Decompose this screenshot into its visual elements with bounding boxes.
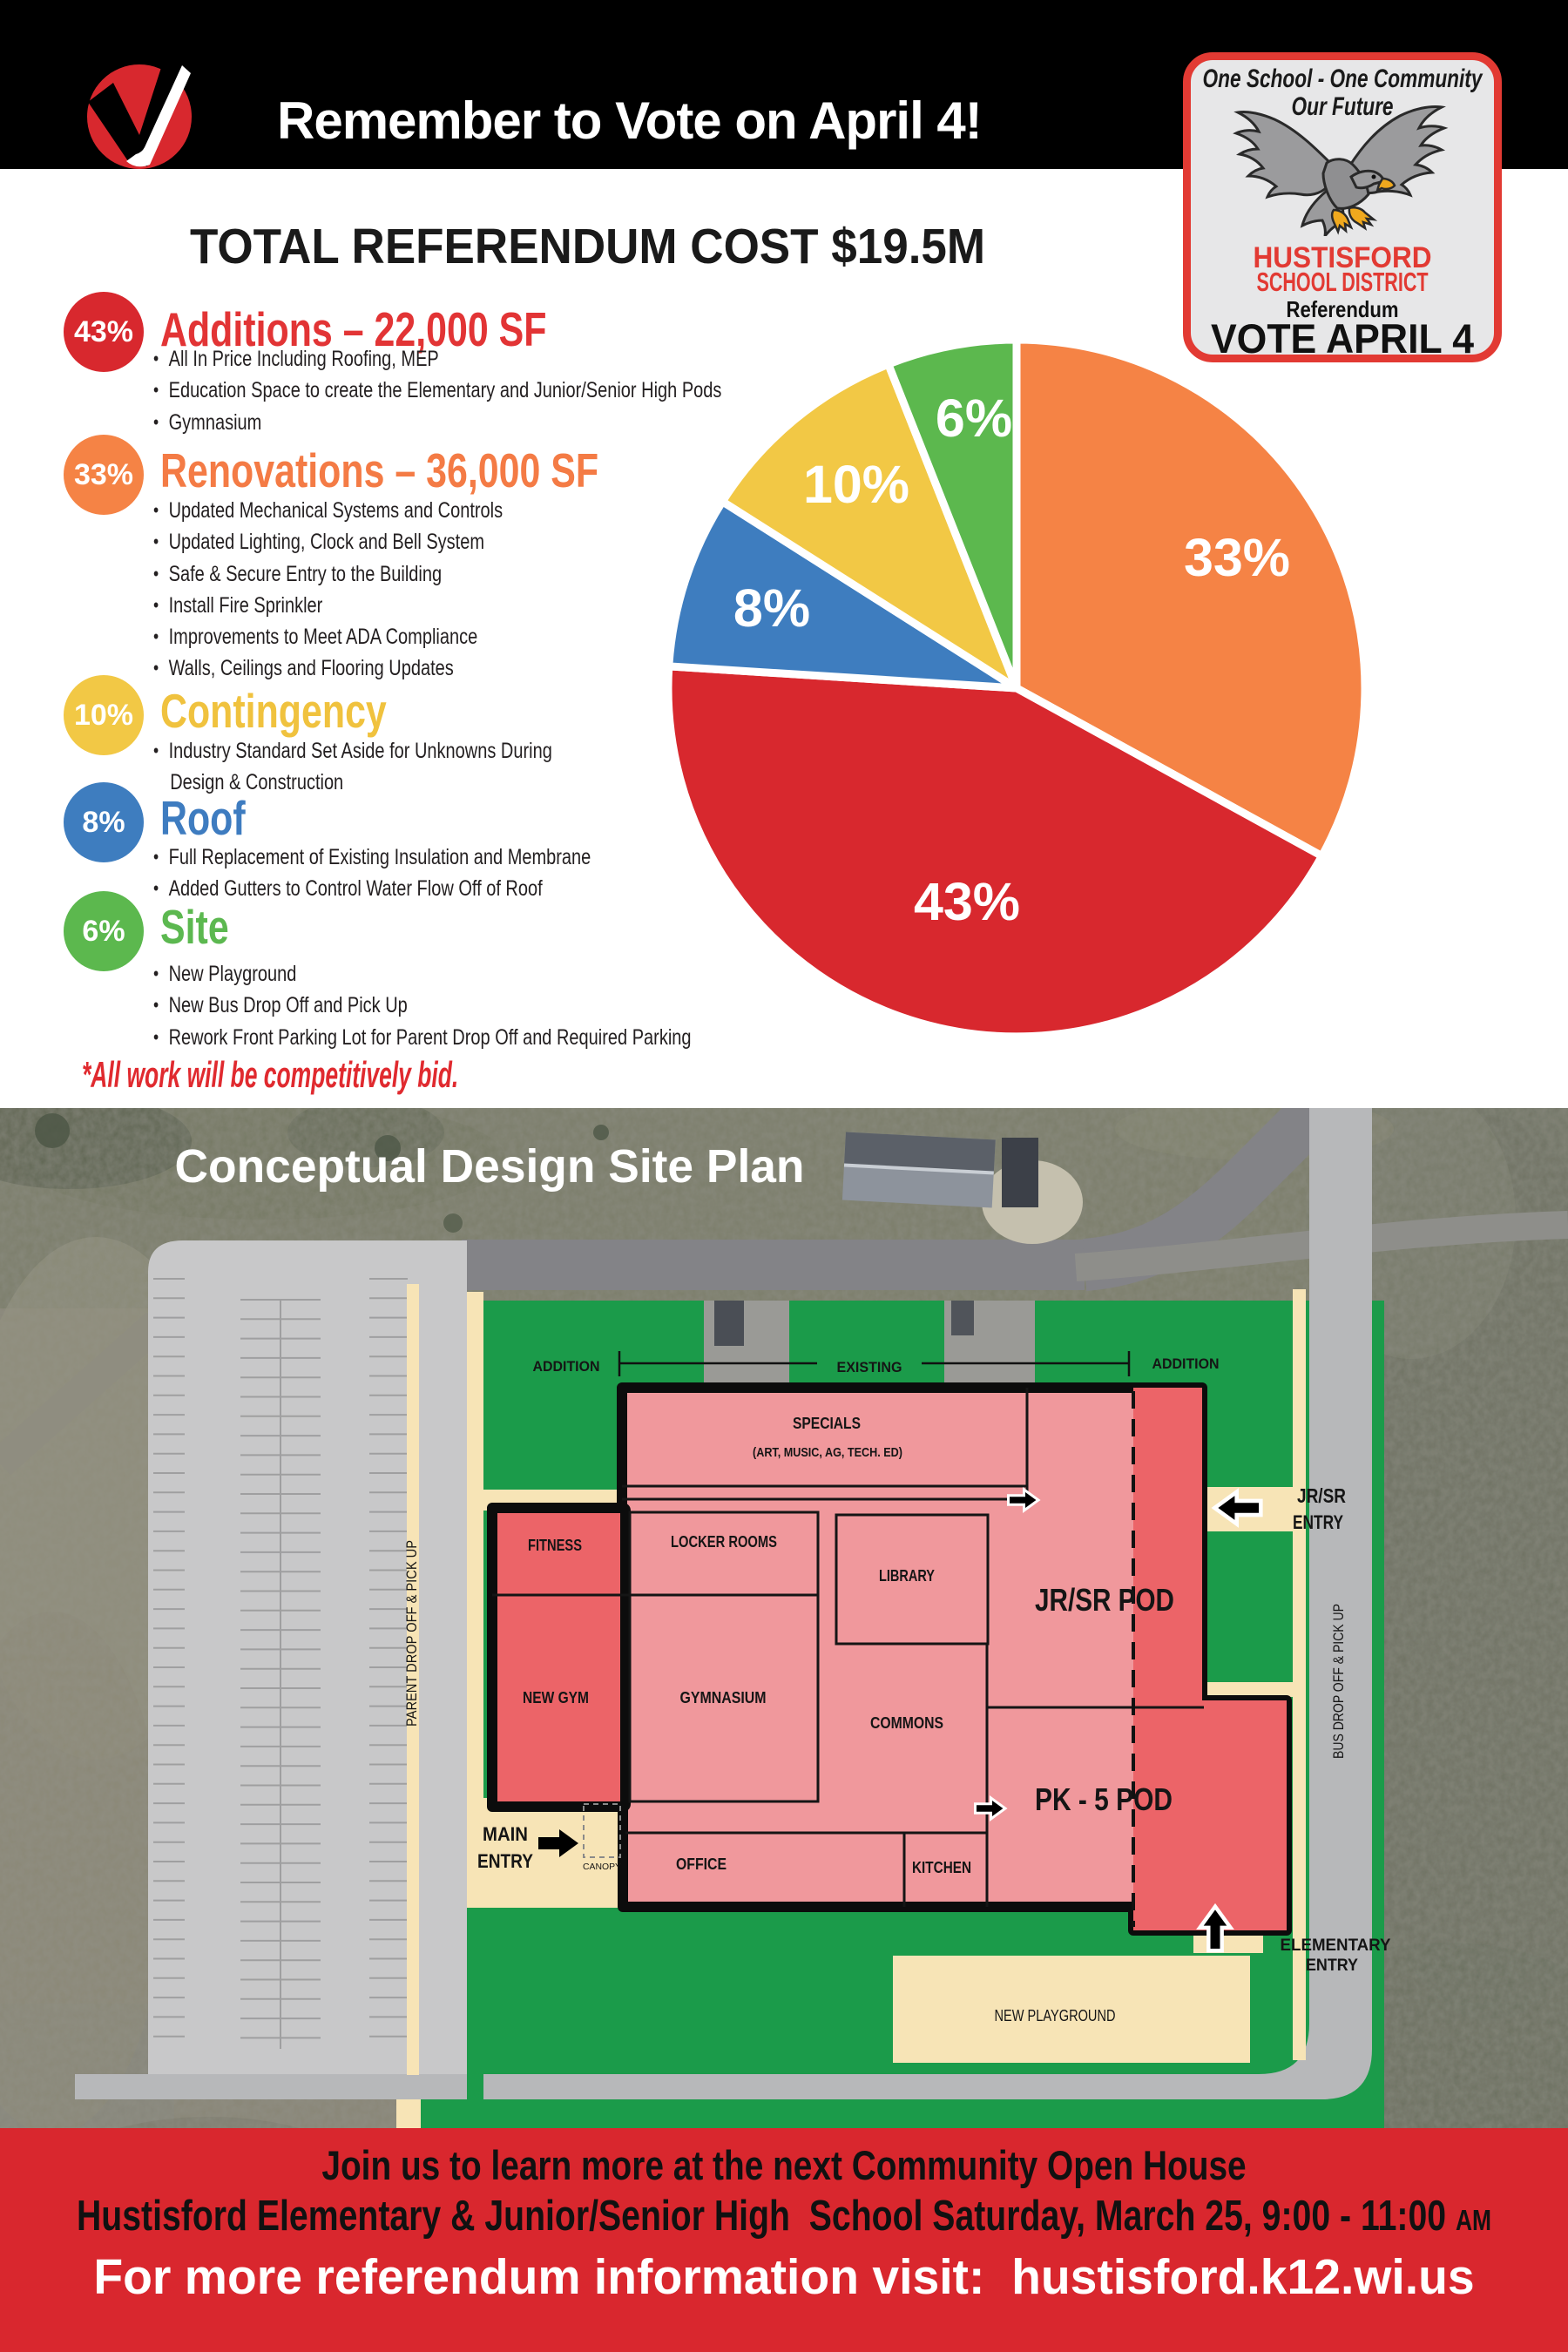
svg-text:ENTRY: ENTRY bbox=[1293, 1511, 1343, 1533]
svg-text:OFFICE: OFFICE bbox=[676, 1855, 727, 1873]
svg-text:LIBRARY: LIBRARY bbox=[879, 1567, 935, 1585]
svg-text:ENTRY: ENTRY bbox=[1306, 1957, 1358, 1975]
svg-text:ENTRY: ENTRY bbox=[477, 1850, 533, 1872]
svg-text:ADDITION: ADDITION bbox=[533, 1358, 600, 1375]
svg-text:8%: 8% bbox=[733, 578, 810, 638]
svg-text:PK - 5 POD: PK - 5 POD bbox=[1035, 1781, 1173, 1817]
svg-text:BUS DROP OFF & PICK UP: BUS DROP OFF & PICK UP bbox=[1330, 1604, 1347, 1759]
svg-text:COMMONS: COMMONS bbox=[870, 1714, 943, 1732]
svg-text:FITNESS: FITNESS bbox=[528, 1537, 582, 1554]
svg-text:ADDITION: ADDITION bbox=[1152, 1355, 1220, 1372]
svg-text:LOCKER ROOMS: LOCKER ROOMS bbox=[671, 1533, 777, 1551]
svg-text:ELEMENTARY: ELEMENTARY bbox=[1281, 1936, 1391, 1955]
svg-text:NEW GYM: NEW GYM bbox=[523, 1689, 589, 1707]
svg-text:33%: 33% bbox=[1184, 528, 1290, 587]
svg-text:CANOPY: CANOPY bbox=[583, 1862, 621, 1872]
svg-text:SPECIALS: SPECIALS bbox=[793, 1415, 861, 1432]
svg-text:NEW PLAYGROUND: NEW PLAYGROUND bbox=[995, 2007, 1116, 2024]
svg-text:JR/SR: JR/SR bbox=[1297, 1484, 1346, 1507]
svg-text:(ART, MUSIC, AG, TECH. ED): (ART, MUSIC, AG, TECH. ED) bbox=[753, 1445, 902, 1460]
svg-text:EXISTING: EXISTING bbox=[837, 1359, 902, 1375]
svg-text:MAIN: MAIN bbox=[483, 1823, 528, 1845]
svg-text:10%: 10% bbox=[803, 455, 909, 514]
svg-text:GYMNASIUM: GYMNASIUM bbox=[680, 1689, 767, 1707]
svg-text:JR/SR POD: JR/SR POD bbox=[1035, 1582, 1174, 1618]
svg-text:43%: 43% bbox=[914, 872, 1020, 931]
svg-text:KITCHEN: KITCHEN bbox=[912, 1859, 971, 1876]
svg-text:PARENT DROP OFF & PICK UP: PARENT DROP OFF & PICK UP bbox=[403, 1540, 420, 1727]
svg-text:Conceptual Design Site Plan: Conceptual Design Site Plan bbox=[175, 1140, 805, 1193]
svg-text:6%: 6% bbox=[936, 389, 1012, 448]
